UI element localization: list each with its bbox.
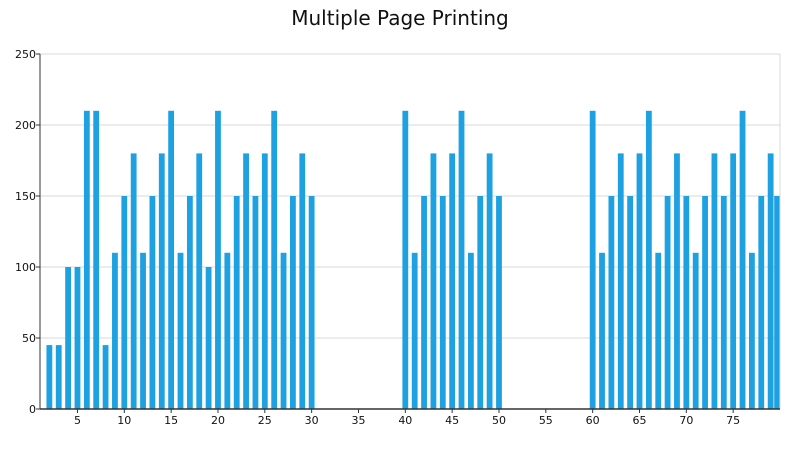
bar <box>636 153 643 409</box>
x-tick-label: 30 <box>305 414 319 427</box>
bar <box>627 196 634 409</box>
bar <box>411 252 418 409</box>
bar <box>83 110 90 410</box>
y-tick-label: 0 <box>29 403 36 416</box>
bar <box>774 196 780 409</box>
bar <box>112 252 118 409</box>
bar <box>702 196 708 409</box>
y-tick-label: 100 <box>15 261 36 274</box>
bar <box>158 153 165 409</box>
y-tick-label: 200 <box>15 119 36 132</box>
x-tick-label: 5 <box>74 414 81 427</box>
bar <box>739 110 746 410</box>
bar <box>102 345 109 409</box>
bar <box>617 153 624 409</box>
bar <box>767 153 774 409</box>
bar <box>290 196 296 409</box>
x-tick-label: 40 <box>398 414 412 427</box>
bar <box>308 196 315 409</box>
bar <box>252 196 259 409</box>
x-tick-label: 65 <box>632 414 646 427</box>
bar <box>683 196 690 409</box>
bar <box>74 267 81 409</box>
x-tick-label: 15 <box>164 414 178 427</box>
bar <box>93 110 100 410</box>
x-tick-label: 25 <box>258 414 272 427</box>
bar <box>748 252 755 409</box>
bar <box>449 153 456 409</box>
bar <box>149 196 156 409</box>
bar <box>608 196 615 409</box>
y-tick-label: 250 <box>15 48 36 61</box>
bar <box>186 196 193 409</box>
bar <box>730 153 737 409</box>
x-tick-label: 70 <box>679 414 693 427</box>
y-tick-label: 150 <box>15 190 36 203</box>
axes <box>39 54 781 410</box>
bar <box>130 153 137 409</box>
bar <box>205 267 212 409</box>
bar <box>599 252 605 409</box>
bar <box>720 196 727 409</box>
bar <box>121 196 128 409</box>
bar <box>674 153 680 409</box>
bar <box>645 110 652 410</box>
bar <box>46 345 53 409</box>
bar <box>589 110 596 410</box>
bar <box>224 252 231 409</box>
x-tick-label: 10 <box>117 414 131 427</box>
bars <box>46 110 780 410</box>
bar <box>215 110 221 410</box>
bar <box>177 252 184 409</box>
bar <box>168 110 175 410</box>
bar <box>467 252 474 409</box>
bar <box>233 196 240 409</box>
x-tick-label: 20 <box>211 414 225 427</box>
bar <box>458 110 465 410</box>
bar <box>271 110 278 410</box>
x-axis-ticks: 5 10 15 20 25 30 35 40 45 50 55 60 65 70 75 <box>74 409 740 427</box>
bar <box>402 110 409 410</box>
bar <box>758 196 765 409</box>
bar <box>477 196 484 409</box>
bar <box>140 252 146 409</box>
bar <box>280 252 287 409</box>
bar <box>299 153 306 409</box>
x-tick-label: 75 <box>726 414 740 427</box>
bar <box>496 196 502 409</box>
bar <box>655 252 662 409</box>
bar <box>196 153 203 409</box>
x-tick-label: 45 <box>445 414 459 427</box>
x-tick-label: 55 <box>539 414 553 427</box>
bar <box>55 345 62 409</box>
bar <box>711 153 718 409</box>
bar <box>486 153 493 409</box>
bar <box>421 196 427 409</box>
x-tick-label: 50 <box>492 414 506 427</box>
bar <box>430 153 437 409</box>
bar <box>261 153 268 409</box>
bar <box>65 267 72 409</box>
bar <box>243 153 249 409</box>
chart-title: Multiple Page Printing <box>291 6 509 30</box>
y-axis-ticks: 0 50 100 150 200 250 <box>15 48 40 416</box>
bar <box>664 196 671 409</box>
y-tick-label: 50 <box>22 332 36 345</box>
bar <box>692 252 699 409</box>
x-tick-label: 60 <box>586 414 600 427</box>
bar <box>439 196 446 409</box>
x-tick-label: 35 <box>351 414 365 427</box>
